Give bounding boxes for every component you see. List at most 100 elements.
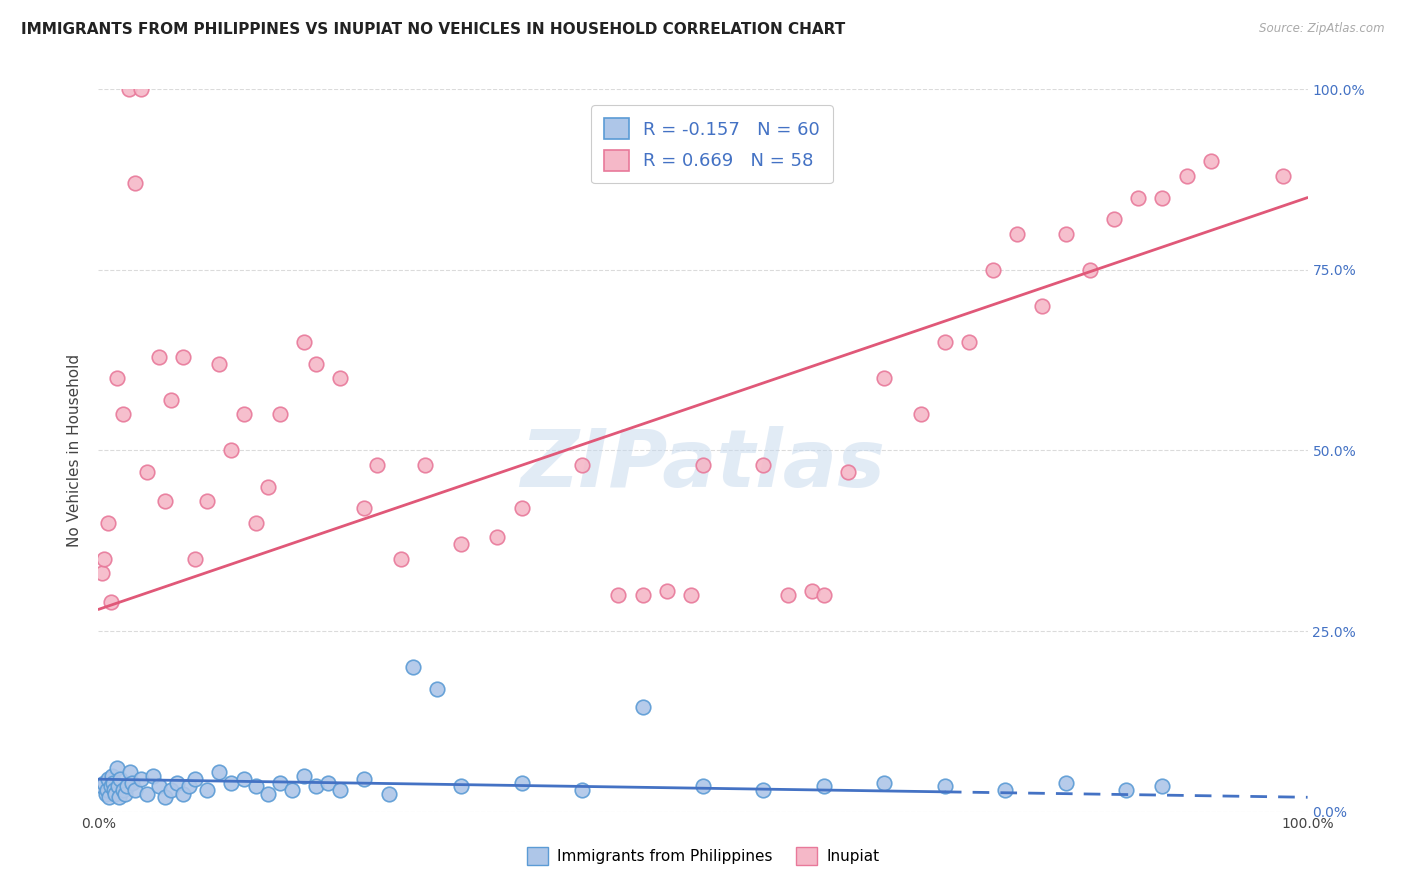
Point	[1128, 191, 1150, 205]
Point	[1272, 169, 1295, 183]
Point	[103, 783, 125, 797]
Point	[108, 772, 131, 787]
Point	[245, 516, 267, 530]
Point	[571, 783, 593, 797]
Point	[837, 465, 859, 479]
Point	[571, 458, 593, 472]
Point	[153, 790, 176, 805]
Point	[402, 660, 425, 674]
Point	[873, 371, 896, 385]
Point	[135, 465, 157, 479]
Point	[105, 371, 128, 385]
Point	[679, 588, 702, 602]
Point	[1078, 262, 1101, 277]
Point	[305, 780, 328, 794]
Point	[426, 681, 449, 696]
Point	[100, 595, 122, 609]
Point	[118, 82, 141, 96]
Point	[148, 350, 170, 364]
Point	[111, 783, 134, 797]
Legend: Immigrants from Philippines, Inupiat: Immigrants from Philippines, Inupiat	[520, 841, 886, 871]
Point	[292, 769, 315, 783]
Point	[1152, 780, 1174, 794]
Point	[93, 551, 115, 566]
Point	[195, 494, 218, 508]
Point	[94, 787, 117, 801]
Point	[269, 776, 291, 790]
Point	[752, 458, 775, 472]
Point	[981, 262, 1004, 277]
Point	[208, 764, 231, 779]
Point	[631, 588, 654, 602]
Point	[752, 783, 775, 797]
Point	[184, 551, 207, 566]
Point	[97, 772, 120, 787]
Point	[329, 783, 352, 797]
Point	[776, 588, 799, 602]
Point	[93, 776, 115, 790]
Point	[1152, 191, 1174, 205]
Point	[366, 458, 388, 472]
Y-axis label: No Vehicles in Household: No Vehicles in Household	[67, 354, 83, 547]
Point	[129, 772, 152, 787]
Point	[450, 780, 472, 794]
Point	[655, 584, 678, 599]
Point	[91, 566, 114, 581]
Point	[108, 790, 131, 805]
Point	[104, 787, 127, 801]
Point	[101, 776, 124, 790]
Point	[124, 176, 146, 190]
Point	[184, 772, 207, 787]
Text: ZIPatlas: ZIPatlas	[520, 425, 886, 504]
Point	[172, 350, 194, 364]
Point	[486, 530, 509, 544]
Point	[389, 551, 412, 566]
Point	[607, 588, 630, 602]
Point	[98, 790, 121, 805]
Point	[124, 783, 146, 797]
Point	[105, 761, 128, 775]
Point	[107, 780, 129, 794]
Point	[135, 787, 157, 801]
Point	[256, 787, 278, 801]
Point	[160, 783, 183, 797]
Point	[195, 783, 218, 797]
Point	[329, 371, 352, 385]
Text: Source: ZipAtlas.com: Source: ZipAtlas.com	[1260, 22, 1385, 36]
Point	[97, 516, 120, 530]
Point	[813, 780, 835, 794]
Point	[692, 458, 714, 472]
Point	[111, 407, 134, 421]
Point	[957, 334, 980, 349]
Point	[114, 787, 136, 801]
Point	[142, 769, 165, 783]
Point	[994, 783, 1017, 797]
Legend: R = -0.157   N = 60, R = 0.669   N = 58: R = -0.157 N = 60, R = 0.669 N = 58	[591, 105, 832, 183]
Point	[117, 780, 139, 794]
Text: IMMIGRANTS FROM PHILIPPINES VS INUPIAT NO VEHICLES IN HOUSEHOLD CORRELATION CHAR: IMMIGRANTS FROM PHILIPPINES VS INUPIAT N…	[21, 22, 845, 37]
Point	[269, 407, 291, 421]
Point	[232, 772, 254, 787]
Point	[353, 501, 375, 516]
Point	[179, 780, 201, 794]
Point	[413, 458, 436, 472]
Point	[1007, 227, 1029, 241]
Point	[208, 357, 231, 371]
Point	[221, 776, 243, 790]
Point	[631, 700, 654, 714]
Point	[692, 780, 714, 794]
Point	[1031, 299, 1053, 313]
Point	[1054, 776, 1077, 790]
Point	[91, 780, 114, 794]
Point	[353, 772, 375, 787]
Point	[813, 588, 835, 602]
Point	[305, 357, 328, 371]
Point	[292, 334, 315, 349]
Point	[934, 334, 956, 349]
Point	[160, 392, 183, 407]
Point	[934, 780, 956, 794]
Point	[166, 776, 188, 790]
Point	[1115, 783, 1137, 797]
Point	[172, 787, 194, 801]
Point	[510, 776, 533, 790]
